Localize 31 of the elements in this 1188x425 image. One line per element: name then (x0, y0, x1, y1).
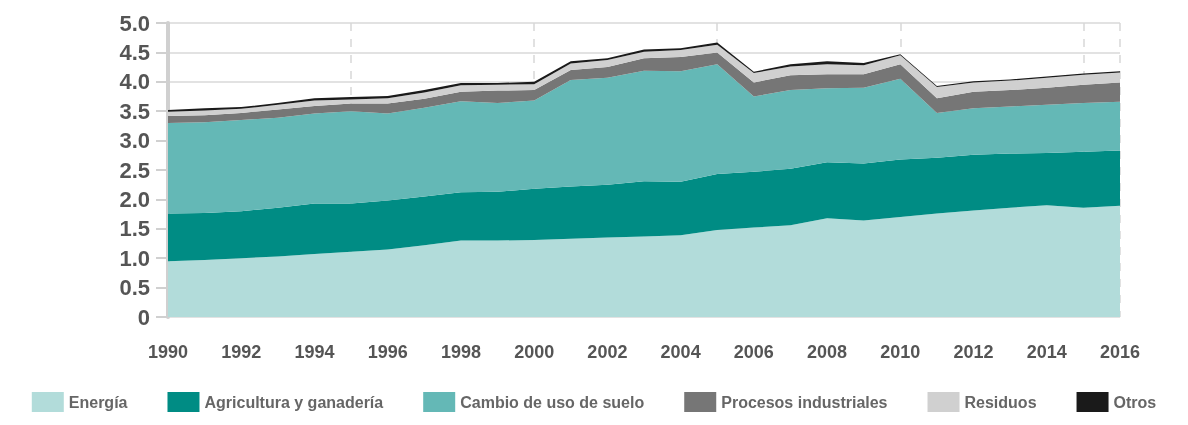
y-tick-label: 3.5 (119, 98, 150, 124)
x-tick-label: 2014 (1026, 342, 1067, 362)
legend-label: Agricultura y ganadería (204, 393, 384, 411)
x-tick-label: 2010 (880, 342, 921, 362)
legend-label: Procesos industriales (721, 393, 888, 411)
legend-label: Otros (1113, 393, 1157, 411)
y-tick-label: 3.0 (119, 128, 150, 154)
y-tick-label: 5.0 (119, 10, 150, 36)
x-tick-label: 1998 (440, 342, 481, 362)
x-tick-label: 2004 (660, 342, 701, 362)
x-tick-label: 2000 (514, 342, 555, 362)
x-tick-label: 1996 (367, 342, 408, 362)
y-tick-label: 2.0 (119, 186, 150, 212)
x-tick-label: 2012 (953, 342, 994, 362)
y-tick-label: 4.5 (119, 39, 150, 65)
y-tick-label: 0 (137, 304, 150, 330)
legend-label: Energía (68, 393, 128, 411)
y-tick-label: 2.5 (119, 157, 150, 183)
x-tick-label: 1994 (294, 342, 335, 362)
x-tick-label: 2002 (587, 342, 628, 362)
legend-label: Cambio de uso de suelo (460, 393, 645, 411)
y-tick-label: 1.5 (119, 216, 150, 242)
x-tick-label: 2016 (1099, 342, 1141, 362)
y-tick-label: 4.0 (119, 69, 150, 95)
y-tick-label: 1.0 (119, 245, 150, 271)
x-tick-label: 1992 (221, 342, 262, 362)
x-tick-label: 2008 (807, 342, 848, 362)
x-tick-label: 2006 (733, 342, 774, 362)
y-tick-label: 0.5 (119, 275, 150, 301)
x-tick-label: 1990 (147, 342, 189, 362)
legend-label: Residuos (964, 393, 1037, 411)
